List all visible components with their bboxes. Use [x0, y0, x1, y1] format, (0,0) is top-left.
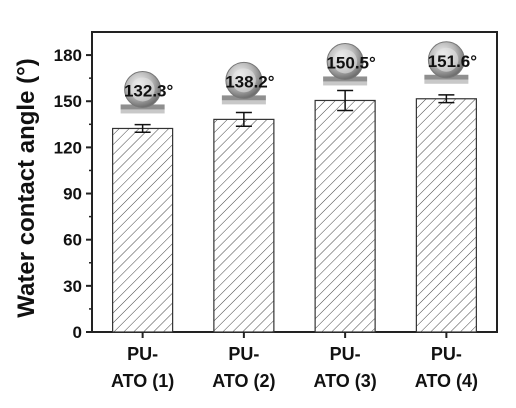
y-tick-label: 180 — [54, 46, 82, 65]
x-tick-label: ATO (3) — [313, 371, 376, 391]
y-tick-label: 90 — [63, 185, 82, 204]
y-tick-label: 60 — [63, 231, 82, 250]
plot-frame — [91, 31, 498, 333]
droplet-inset-image — [323, 42, 368, 86]
substrate-reflection — [221, 100, 266, 105]
x-tick-label: PU- — [330, 344, 361, 364]
x-tick-label: PU- — [228, 344, 259, 364]
bar — [314, 99, 376, 333]
data-label: 138.2° — [225, 72, 275, 91]
droplet-inset-image — [221, 61, 266, 105]
x-tick-label: ATO (1) — [111, 371, 174, 391]
y-tick-label: 120 — [54, 138, 82, 157]
x-tick-label: PU- — [127, 344, 158, 364]
y-tick-label: 0 — [73, 323, 82, 342]
droplet-highlight — [434, 47, 459, 72]
data-label: 151.6° — [428, 52, 478, 71]
plot-area: 0 30 60 90 120 150 180 132.3° PU- ATO (1) 138.2° PU… — [54, 31, 498, 391]
substrate-reflection — [424, 79, 469, 84]
data-label: 132.3° — [124, 81, 174, 100]
bar — [415, 98, 477, 333]
bar — [112, 127, 174, 333]
bar — [213, 118, 275, 333]
x-tick-label: PU- — [431, 344, 462, 364]
droplet-inset-image — [424, 41, 469, 84]
substrate-reflection — [120, 109, 165, 114]
data-label: 150.5° — [326, 53, 376, 72]
y-tick-label: 150 — [54, 92, 82, 111]
substrate-reflection — [323, 81, 368, 86]
x-tick-label: ATO (2) — [212, 371, 275, 391]
droplet-highlight — [231, 68, 256, 93]
x-tick-label: ATO (4) — [415, 371, 478, 391]
droplet-highlight — [130, 77, 155, 102]
droplet-inset-image — [120, 70, 165, 114]
y-axis-label: Water contact angle (°) — [13, 58, 40, 317]
y-tick-label: 30 — [63, 277, 82, 296]
droplet-highlight — [333, 49, 358, 74]
